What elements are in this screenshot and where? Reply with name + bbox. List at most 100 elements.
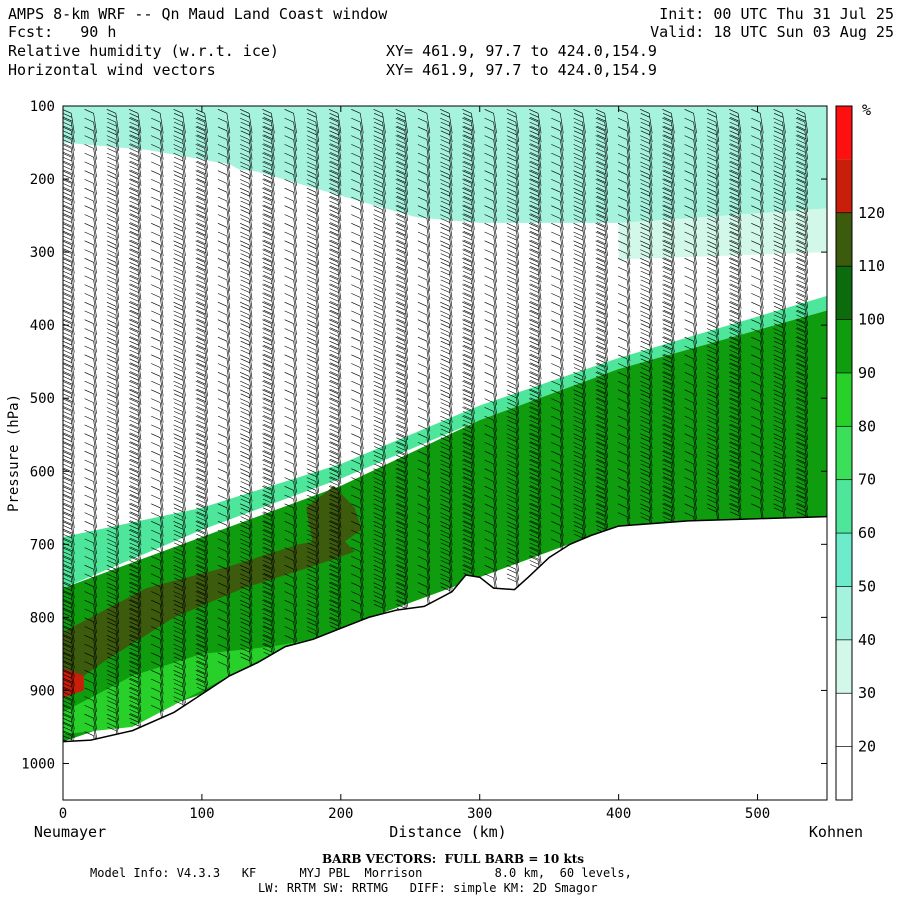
wind-barb (462, 486, 475, 511)
terrain-mask (63, 516, 827, 800)
wind-barb (684, 275, 697, 300)
wind-barb (328, 223, 342, 248)
wind-barb (284, 564, 297, 590)
x-tick-label: 100 (189, 806, 214, 822)
wind-barb (239, 231, 253, 257)
wind-barb (151, 477, 164, 502)
wind-barb (506, 144, 520, 169)
wind-barb (417, 179, 431, 204)
wind-barb (773, 328, 786, 353)
wind-barb (217, 556, 231, 581)
wind-barb (173, 126, 186, 151)
wind-barb (351, 547, 364, 572)
wind-barb (528, 293, 542, 318)
wind-barb (595, 196, 608, 222)
wind-barb (395, 196, 408, 222)
wind-barb (573, 293, 586, 318)
wind-barb (151, 599, 164, 625)
wind-barb (306, 372, 320, 397)
wind-barb (440, 117, 453, 143)
wind-barb (106, 617, 120, 642)
wind-barb (173, 196, 186, 222)
wind-barb (195, 521, 208, 546)
wind-barb (173, 187, 186, 213)
wind-barb (706, 310, 720, 335)
wind-barb (217, 424, 231, 449)
wind-barb (728, 380, 742, 406)
wind-barb (640, 380, 653, 406)
wind-barb (284, 161, 297, 186)
wind-barb (706, 187, 720, 213)
wind-barb (751, 170, 764, 195)
wind-barb (528, 135, 542, 160)
wind-barb (128, 293, 142, 318)
wind-barb (617, 223, 631, 248)
wind-barb (151, 354, 164, 379)
wind-barb (751, 380, 764, 406)
wind-barb (551, 477, 564, 502)
wind-barb (484, 486, 497, 511)
wind-barb (173, 573, 186, 598)
wind-barb (173, 310, 186, 335)
wind-barb (128, 223, 142, 248)
wind-barb (151, 284, 164, 309)
wind-barb (573, 258, 586, 283)
wind-barb (795, 415, 809, 441)
wind-barb (63, 302, 75, 327)
wind-barb (106, 398, 120, 423)
wind-barb (440, 477, 453, 502)
wind-barb (239, 415, 253, 441)
wind-barb (106, 599, 120, 625)
wind-barb (262, 486, 275, 511)
wind-barb (351, 328, 364, 353)
y-tick-label: 300 (30, 245, 55, 261)
wind-barb (795, 249, 809, 274)
wind-barb (195, 626, 208, 651)
wind-barb (417, 354, 431, 379)
wind-barb (239, 635, 253, 660)
wind-barb (351, 117, 364, 143)
wind-barb (684, 187, 697, 213)
wind-barb (63, 547, 75, 572)
wind-barb (395, 591, 408, 616)
wind-barb (773, 442, 786, 467)
wind-barb (106, 266, 120, 292)
colorbar-tick-label: 40 (858, 631, 876, 649)
wind-barb (63, 687, 75, 712)
wind-barb (795, 187, 809, 213)
wind-barb (373, 109, 386, 134)
wind-barb (173, 503, 186, 528)
wind-barb (351, 336, 364, 362)
wind-barb (595, 477, 608, 502)
wind-barb (63, 696, 75, 721)
wind-barb (551, 196, 564, 222)
wind-barb (417, 231, 431, 257)
wind-barb (528, 442, 542, 467)
wind-barb (506, 538, 520, 563)
wind-barb (106, 284, 120, 309)
wind-barb (151, 249, 164, 274)
wind-barb (506, 109, 520, 134)
wind-barb (351, 354, 364, 379)
wind-barb (84, 696, 97, 721)
wind-barb (595, 468, 608, 493)
wind-barb (151, 196, 164, 222)
wind-barb (573, 144, 586, 169)
wind-barb (484, 196, 497, 222)
wind-barb (262, 556, 275, 581)
wind-barb (373, 144, 386, 169)
wind-barb (751, 205, 764, 230)
wind-barb (484, 398, 497, 423)
wind-barb (128, 415, 142, 441)
wind-barb (795, 144, 809, 169)
wind-barb (440, 135, 453, 160)
wind-barb (395, 275, 408, 300)
wind-barb (573, 284, 586, 309)
wind-barb (395, 144, 408, 169)
wind-barb (106, 459, 120, 485)
wind-barb (284, 196, 297, 222)
wind-barb (662, 372, 675, 397)
wind-barb (239, 275, 253, 300)
wind-barb (328, 512, 342, 537)
wind-barb (195, 187, 208, 213)
